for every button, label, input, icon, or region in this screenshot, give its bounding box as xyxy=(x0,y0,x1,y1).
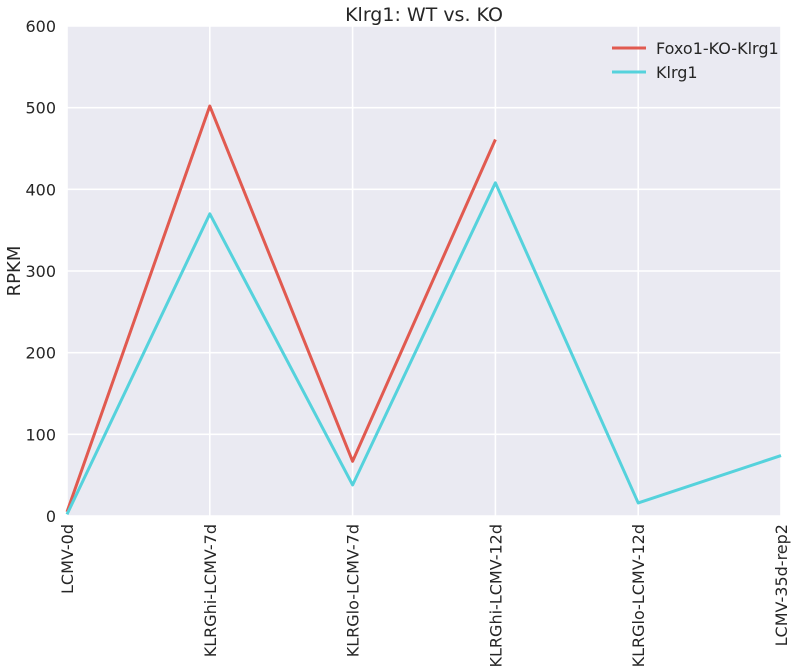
series-lines xyxy=(65,104,782,516)
series-line-1 xyxy=(65,181,782,516)
y-tick-label: 400 xyxy=(25,180,56,199)
x-tick-label: KLRGlo-LCMV-7d xyxy=(344,524,363,657)
y-tick-label: 200 xyxy=(25,344,56,363)
y-tick-label: 0 xyxy=(46,507,56,526)
x-tick-label: KLRGhi-LCMV-7d xyxy=(201,524,220,657)
y-axis-label: RPKM xyxy=(4,246,25,297)
x-tick-label: KLRGlo-LCMV-12d xyxy=(629,524,648,667)
y-tick-labels: 0 100 200 300 400 500 600 xyxy=(25,17,56,526)
x-tick-label: LCMV-0d xyxy=(58,524,77,594)
chart-title: Klrg1: WT vs. KO xyxy=(345,4,503,26)
series-line-0 xyxy=(65,104,497,513)
legend-label: Klrg1 xyxy=(656,63,698,82)
y-gridlines xyxy=(67,25,781,517)
y-tick-label: 300 xyxy=(25,262,56,281)
legend-label: Foxo1-KO-Klrg1 xyxy=(656,39,779,58)
y-tick-label: 500 xyxy=(25,99,56,118)
y-tick-label: 600 xyxy=(25,17,56,36)
legend: Foxo1-KO-Klrg1 Klrg1 xyxy=(612,39,779,82)
y-tick-label: 100 xyxy=(25,425,56,444)
x-tick-labels: LCMV-0d KLRGhi-LCMV-7d KLRGlo-LCMV-7d KLRGh… xyxy=(58,524,791,667)
x-tick-label: KLRGhi-LCMV-12d xyxy=(486,524,505,667)
x-tick-label: LCMV-35d-rep2 xyxy=(772,524,791,646)
